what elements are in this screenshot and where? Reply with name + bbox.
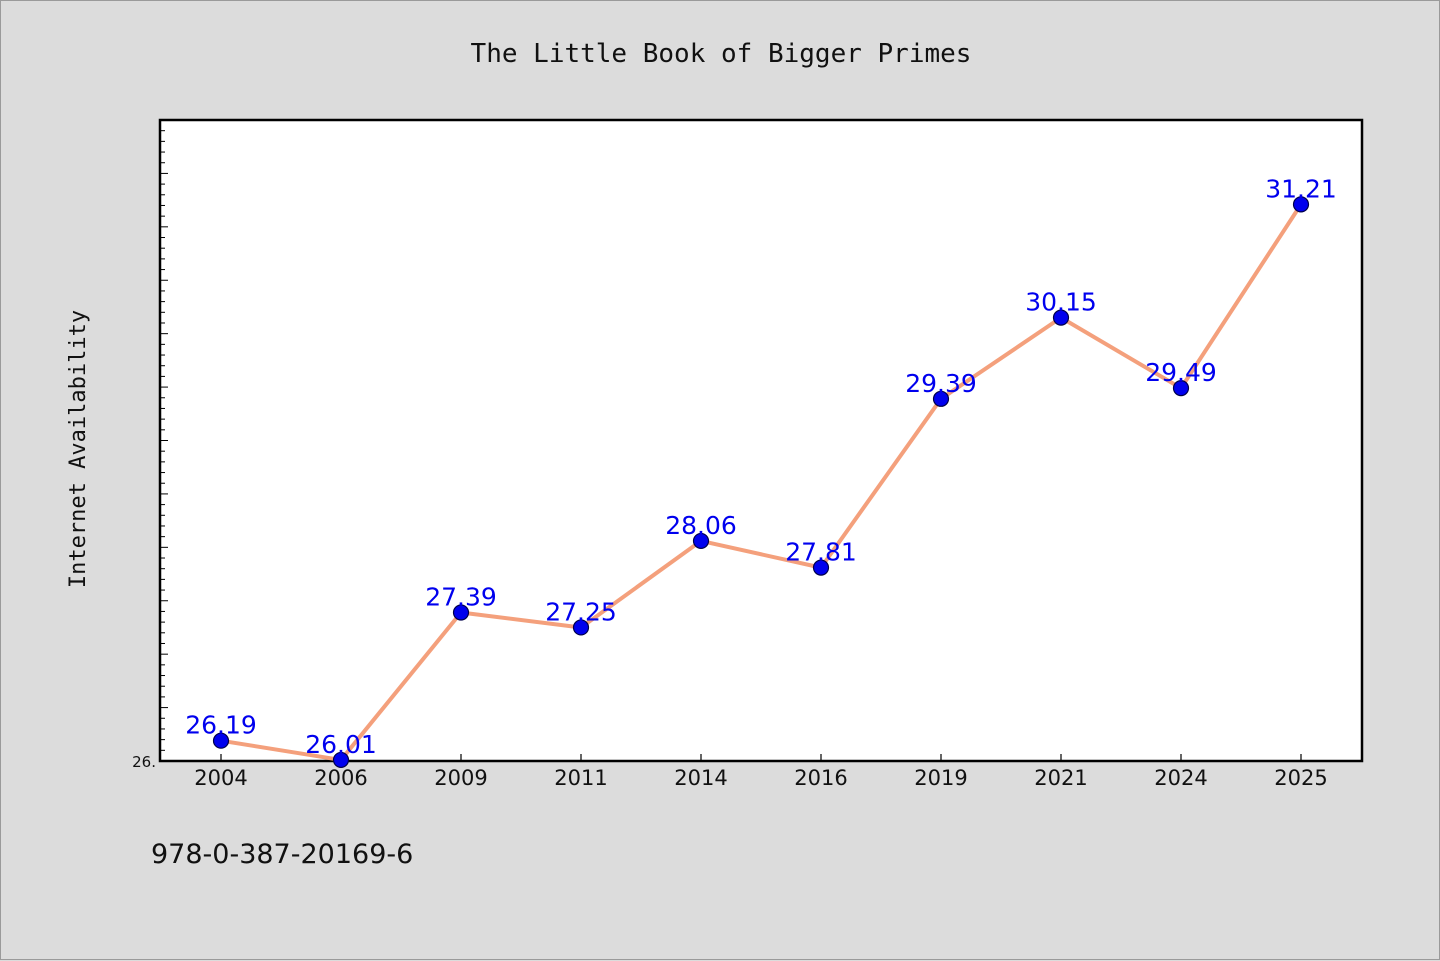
- data-label: 29.49: [1145, 358, 1217, 387]
- data-point: [572, 619, 590, 636]
- data-label: 29.39: [905, 369, 977, 398]
- data-label: 26.01: [305, 730, 377, 759]
- data-point: [812, 559, 830, 576]
- x-tick-label: 2004: [194, 766, 247, 790]
- plot-area: [158, 118, 1364, 763]
- x-tick-label: 2021: [1034, 766, 1087, 790]
- data-label: 27.81: [785, 538, 857, 567]
- data-point: [1052, 309, 1070, 326]
- data-label: 27.25: [545, 597, 617, 626]
- data-point: [692, 532, 710, 550]
- data-point: [932, 390, 950, 407]
- x-tick-label: 2006: [314, 766, 367, 790]
- x-tick-label: 2011: [554, 766, 607, 790]
- x-tick-label: 2019: [914, 766, 967, 790]
- isbn-label: 978-0-387-20169-6: [151, 839, 413, 870]
- data-point: [1172, 380, 1190, 397]
- data-point: [212, 732, 230, 749]
- data-point: [1292, 196, 1310, 213]
- data-label: 31.21: [1265, 174, 1337, 203]
- data-point: [332, 751, 350, 769]
- series-line: [219, 202, 1303, 762]
- data-label: 27.39: [425, 583, 497, 612]
- x-tick-label: 2014: [674, 766, 727, 790]
- x-tick-label: 2025: [1274, 766, 1327, 790]
- x-tick-label: 2009: [434, 766, 487, 790]
- y-axis-label: Internet Availability: [66, 310, 91, 588]
- x-tick-label: 2024: [1154, 766, 1207, 790]
- data-label: 26.19: [185, 711, 257, 740]
- data-label: 28.06: [665, 511, 737, 540]
- data-label: 30.15: [1025, 288, 1097, 317]
- y-axis-ticks: [160, 130, 168, 762]
- chart-title: The Little Book of Bigger Primes: [471, 39, 972, 69]
- series-group: 26.19 26.01 27.39 27.25 28.06 27.81 29.39 30.15…: [185, 174, 1337, 769]
- y-tick-label: 26.: [132, 753, 156, 771]
- data-point: [452, 604, 470, 621]
- x-tick-label: 2016: [794, 766, 847, 790]
- x-axis-ticks: 2004 2006 2009 2011 2014 2016 2019 2021 2024 2025: [194, 754, 1328, 790]
